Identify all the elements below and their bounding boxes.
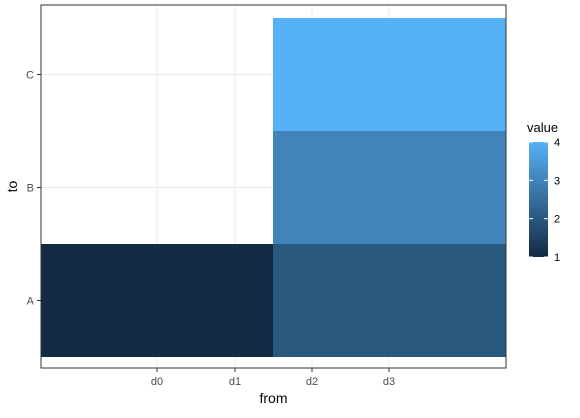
axis-layer: d0 d1 d2 d3 A B C — [26, 70, 395, 389]
tile-layer — [41, 18, 506, 357]
heatmap-tile — [41, 244, 274, 357]
legend: value 1 2 3 4 — [527, 120, 560, 264]
y-axis-title: to — [4, 180, 20, 192]
panel-border — [40, 4, 507, 369]
x-tick-label: d3 — [383, 376, 395, 388]
y-tick-label: B — [27, 183, 34, 195]
legend-label: 2 — [554, 214, 560, 226]
y-tick-label: C — [26, 70, 34, 82]
legend-label: 4 — [554, 137, 560, 149]
legend-label: 1 — [554, 252, 560, 264]
legend-title: value — [527, 120, 558, 135]
legend-label: 3 — [554, 175, 560, 187]
y-tick-label: A — [27, 296, 35, 308]
heatmap-tile — [273, 244, 506, 357]
heatmap-tile — [273, 18, 506, 131]
x-tick-label: d2 — [306, 376, 318, 388]
x-tick-label: d0 — [151, 376, 163, 388]
heatmap-tile — [273, 131, 506, 244]
x-axis-title: from — [260, 390, 288, 406]
x-tick-label: d1 — [229, 376, 241, 388]
legend-colorbar — [529, 142, 548, 257]
